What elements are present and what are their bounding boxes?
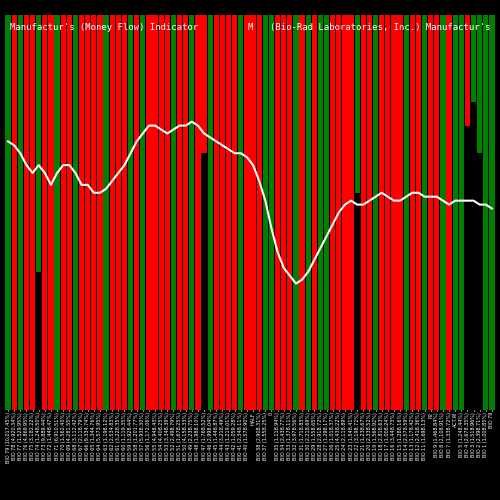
Bar	[250, 15, 256, 410]
Bar	[483, 15, 488, 410]
Bar	[458, 15, 464, 410]
Bar	[24, 15, 29, 410]
Bar	[324, 15, 329, 410]
Bar	[262, 15, 268, 410]
Bar	[226, 15, 231, 410]
Bar	[379, 15, 384, 410]
Bar	[54, 15, 60, 410]
Bar	[73, 15, 78, 410]
Bar	[140, 15, 145, 410]
Bar	[164, 15, 170, 410]
Bar	[183, 15, 188, 410]
Bar	[348, 15, 354, 410]
Bar	[171, 15, 176, 410]
Bar	[177, 15, 182, 410]
Bar	[158, 15, 164, 410]
Text: M: M	[248, 23, 252, 32]
Bar	[18, 15, 23, 410]
Bar	[416, 15, 421, 410]
Bar	[398, 15, 402, 410]
Bar	[12, 15, 17, 410]
Bar	[281, 15, 286, 410]
Bar	[152, 15, 158, 410]
Bar	[134, 15, 140, 410]
Bar	[446, 15, 452, 410]
Text: Manufactur's (Money Flow) Indicator: Manufactur's (Money Flow) Indicator	[10, 23, 198, 32]
Bar	[269, 15, 274, 410]
Bar	[330, 15, 336, 410]
Bar	[342, 15, 347, 410]
Bar	[202, 15, 206, 153]
Text: (Bio-Rad Laboratories, Inc.) Manufactur's: (Bio-Rad Laboratories, Inc.) Manufactur'…	[270, 23, 490, 32]
Bar	[238, 15, 244, 410]
Bar	[434, 15, 440, 410]
Bar	[60, 15, 66, 410]
Bar	[373, 15, 378, 410]
Bar	[128, 15, 133, 410]
Bar	[385, 15, 390, 410]
Bar	[30, 15, 35, 410]
Bar	[48, 15, 54, 410]
Bar	[410, 15, 415, 410]
Bar	[214, 15, 219, 410]
Bar	[36, 15, 42, 272]
Bar	[354, 15, 360, 192]
Bar	[42, 15, 48, 410]
Bar	[244, 15, 250, 410]
Bar	[422, 15, 427, 410]
Bar	[465, 15, 470, 126]
Bar	[98, 15, 102, 410]
Bar	[116, 15, 121, 410]
Bar	[256, 15, 262, 410]
Bar	[91, 15, 96, 410]
Bar	[79, 15, 84, 410]
Bar	[336, 15, 342, 410]
Bar	[275, 15, 280, 410]
Bar	[490, 15, 494, 410]
Bar	[196, 15, 200, 410]
Bar	[477, 15, 482, 153]
Bar	[110, 15, 115, 410]
Bar	[318, 15, 323, 410]
Bar	[220, 15, 225, 410]
Bar	[404, 15, 409, 410]
Bar	[367, 15, 372, 410]
Bar	[306, 15, 311, 410]
Bar	[392, 15, 396, 410]
Bar	[6, 15, 10, 410]
Bar	[452, 15, 458, 410]
Bar	[294, 15, 298, 410]
Bar	[122, 15, 127, 410]
Bar	[428, 15, 434, 410]
Bar	[85, 15, 90, 410]
Bar	[232, 15, 237, 410]
Bar	[104, 15, 108, 410]
Bar	[300, 15, 304, 410]
Bar	[360, 15, 366, 410]
Bar	[440, 15, 446, 410]
Bar	[66, 15, 72, 410]
Bar	[471, 15, 476, 102]
Bar	[189, 15, 194, 410]
Bar	[146, 15, 152, 410]
Bar	[208, 15, 213, 410]
Bar	[287, 15, 292, 410]
Bar	[312, 15, 317, 410]
